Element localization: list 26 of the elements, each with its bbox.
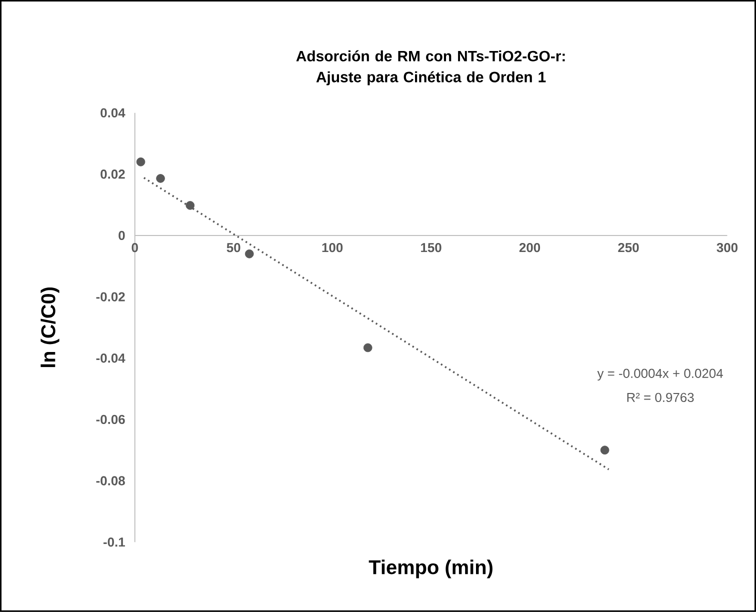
annotation: R² = 0.9763 — [627, 392, 694, 402]
x-axis-title: Tiempo (min) — [368, 560, 492, 578]
chart-title: Adsorción de RM con NTs-TiO2-GO-r: Ajuste para Cinética de Orden 1 — [296, 50, 565, 86]
point — [363, 343, 372, 352]
x-tick-label: 0 — [132, 243, 138, 252]
y-tick-label: -0.04 — [96, 354, 126, 363]
point — [186, 201, 195, 210]
y-axis-title: ln (C/C0) — [40, 288, 60, 368]
y-tick-label: 0 — [118, 230, 125, 240]
x-tick-label: 250 — [618, 243, 639, 252]
x-tick-label: 50 — [226, 243, 240, 252]
y-tick-label: -0.08 — [96, 476, 125, 486]
x-tick-label: 200 — [519, 243, 540, 252]
y-tick-label: 0.02 — [100, 170, 125, 179]
y-tick-label: -0.1 — [103, 538, 125, 547]
y-tick-label: -0.02 — [96, 292, 125, 302]
point — [244, 250, 254, 258]
x-tick-label: 150 — [421, 243, 442, 252]
y-tick-label: 0.04 — [100, 108, 126, 118]
point — [136, 158, 146, 166]
y-tick-label: -0.06 — [96, 414, 125, 424]
x-tick-label: 300 — [716, 243, 738, 252]
point — [600, 446, 610, 455]
annotation: y = -0.0004x + 0.0204 — [597, 368, 723, 381]
x-tick-label: 100 — [322, 243, 343, 252]
point — [156, 174, 165, 183]
